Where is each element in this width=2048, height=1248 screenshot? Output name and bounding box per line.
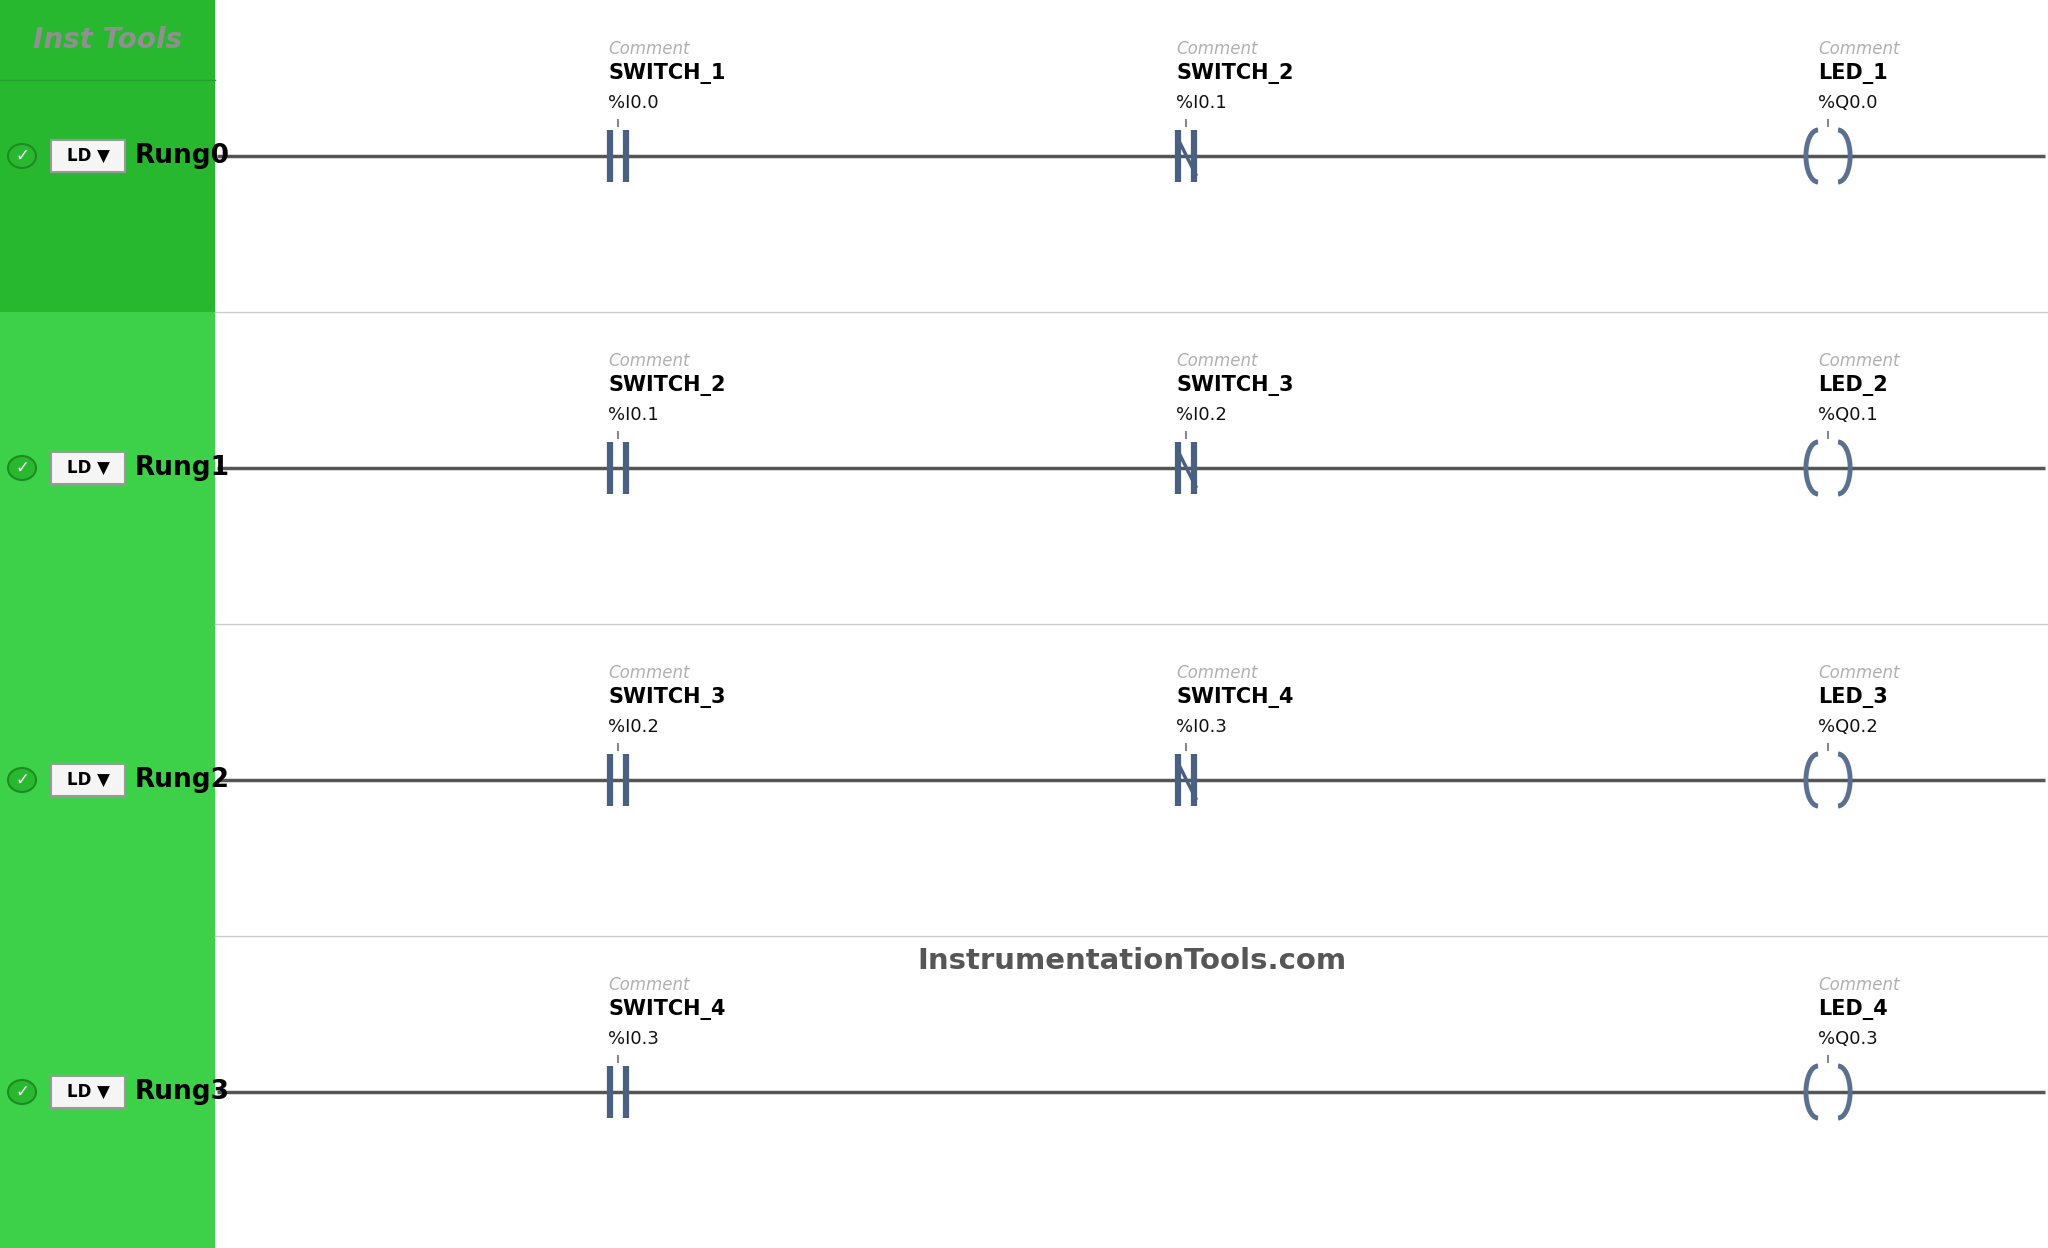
- Text: Comment: Comment: [1819, 352, 1901, 369]
- Text: Comment: Comment: [1176, 352, 1257, 369]
- Text: %Q0.3: %Q0.3: [1819, 1030, 1878, 1048]
- Text: SWITCH_1: SWITCH_1: [608, 62, 725, 84]
- Text: %Q0.2: %Q0.2: [1819, 718, 1878, 736]
- Text: %Q0.0: %Q0.0: [1819, 94, 1878, 112]
- Text: ✓: ✓: [14, 1083, 29, 1101]
- Text: LED_2: LED_2: [1819, 374, 1888, 396]
- Text: %I0.1: %I0.1: [608, 406, 659, 424]
- Text: SWITCH_4: SWITCH_4: [1176, 686, 1294, 708]
- Text: Inst Tools: Inst Tools: [33, 26, 182, 54]
- Text: ✓: ✓: [14, 459, 29, 477]
- Text: SWITCH_2: SWITCH_2: [1176, 62, 1294, 84]
- Text: InstrumentationTools.com: InstrumentationTools.com: [918, 947, 1346, 975]
- Text: Comment: Comment: [1819, 40, 1901, 57]
- Text: LD ▼: LD ▼: [68, 1083, 109, 1101]
- Text: %I0.1: %I0.1: [1176, 94, 1227, 112]
- FancyBboxPatch shape: [51, 1076, 125, 1108]
- Text: Comment: Comment: [1819, 976, 1901, 993]
- Bar: [0, 0, 215, 312]
- Ellipse shape: [8, 768, 37, 792]
- Text: SWITCH_3: SWITCH_3: [1176, 374, 1294, 396]
- Text: Rung0: Rung0: [135, 144, 229, 168]
- Bar: [0, 0, 215, 1248]
- Text: Comment: Comment: [1176, 664, 1257, 681]
- Ellipse shape: [8, 1080, 37, 1104]
- Text: Comment: Comment: [608, 40, 690, 57]
- Text: SWITCH_2: SWITCH_2: [608, 374, 725, 396]
- Text: %Q0.1: %Q0.1: [1819, 406, 1878, 424]
- Text: Comment: Comment: [1176, 40, 1257, 57]
- Text: SWITCH_4: SWITCH_4: [608, 998, 725, 1020]
- Text: Comment: Comment: [608, 664, 690, 681]
- Text: %I0.3: %I0.3: [1176, 718, 1227, 736]
- Ellipse shape: [8, 144, 37, 168]
- Text: Rung2: Rung2: [135, 768, 229, 792]
- FancyBboxPatch shape: [51, 140, 125, 172]
- FancyBboxPatch shape: [51, 764, 125, 796]
- Text: Rung1: Rung1: [135, 456, 229, 480]
- Text: %I0.2: %I0.2: [1176, 406, 1227, 424]
- Text: Rung3: Rung3: [135, 1080, 229, 1104]
- Text: %I0.3: %I0.3: [608, 1030, 659, 1048]
- Text: Comment: Comment: [608, 976, 690, 993]
- Text: ✓: ✓: [14, 147, 29, 165]
- Text: ✓: ✓: [14, 771, 29, 789]
- Text: LD ▼: LD ▼: [68, 147, 109, 165]
- Text: LED_3: LED_3: [1819, 686, 1888, 708]
- Text: LD ▼: LD ▼: [68, 459, 109, 477]
- FancyBboxPatch shape: [51, 452, 125, 484]
- Text: Comment: Comment: [1819, 664, 1901, 681]
- Text: LED_1: LED_1: [1819, 62, 1888, 84]
- Ellipse shape: [8, 456, 37, 480]
- Text: LD ▼: LD ▼: [68, 771, 109, 789]
- Text: LED_4: LED_4: [1819, 998, 1888, 1020]
- Text: Comment: Comment: [608, 352, 690, 369]
- Text: %I0.2: %I0.2: [608, 718, 659, 736]
- Text: %I0.0: %I0.0: [608, 94, 659, 112]
- Text: SWITCH_3: SWITCH_3: [608, 686, 725, 708]
